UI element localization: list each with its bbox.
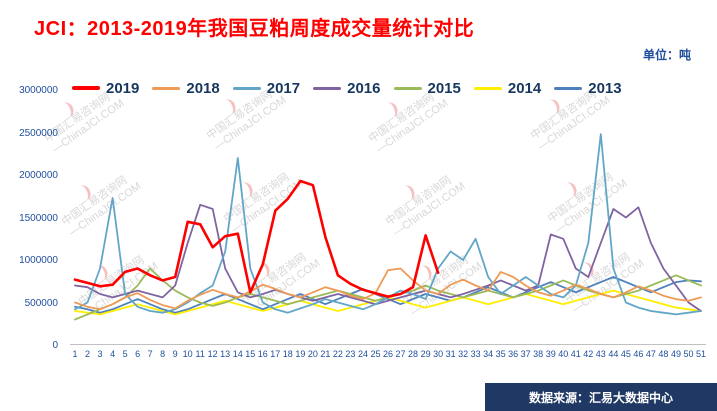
- plot-area: [70, 90, 706, 345]
- legend-label-2013: 2013: [588, 79, 622, 97]
- series-line-2018: [74, 267, 702, 311]
- y-axis-labels: 0 500000 1000000 1500000 2000000 2500000 30000…: [0, 85, 62, 351]
- x-tick-label: 25: [370, 349, 381, 359]
- x-tick-label: 36: [508, 349, 519, 359]
- x-tick-label: 8: [160, 349, 166, 359]
- x-tick-label: 3: [97, 349, 103, 359]
- legend-swatch-2015: [393, 86, 422, 90]
- y-tick-label: 2500000: [19, 128, 58, 139]
- x-tick-label: 43: [595, 349, 606, 359]
- legend-label-2018: 2018: [186, 79, 220, 97]
- x-tick-label: 7: [147, 349, 153, 359]
- x-tick-label: 35: [495, 349, 506, 359]
- legend-item-2019: 2019: [72, 80, 139, 97]
- x-tick-label: 51: [695, 349, 706, 359]
- legend-item-2015: 2015: [393, 79, 461, 97]
- x-tick-label: 30: [433, 349, 444, 359]
- x-tick-label: 19: [295, 349, 306, 359]
- legend-label-2017: 2017: [266, 79, 301, 97]
- x-tick-label: 50: [683, 349, 694, 359]
- x-tick-label: 2: [84, 349, 90, 359]
- x-tick-label: 39: [545, 349, 556, 359]
- x-tick-label: 24: [357, 349, 368, 359]
- unit-label: 单位：吨: [642, 48, 691, 62]
- y-tick-label: 3000000: [19, 85, 58, 96]
- x-tick-label: 16: [257, 349, 268, 359]
- legend-item-2018: 2018: [152, 79, 220, 97]
- x-tick-label: 10: [182, 349, 193, 359]
- data-source-label: 数据来源：汇易大数据中心: [528, 390, 673, 405]
- data-source-bar: 数据来源：汇易大数据中心: [485, 383, 717, 411]
- x-tick-label: 27: [395, 349, 406, 359]
- chart-title: JCI：2013-2019年我国豆粕周度成交量统计对比: [34, 18, 475, 40]
- legend-swatch-2018: [152, 86, 181, 90]
- x-tick-label: 44: [608, 349, 619, 359]
- series-line-2016: [74, 203, 702, 312]
- x-tick-label: 23: [345, 349, 356, 359]
- y-tick-label: 0: [52, 340, 58, 351]
- x-axis-labels: 1 2 3 4 5 6 7 8 9 10 11 12 13 14 15 16 17 18 19 20 21 22 23 24 2…: [70, 349, 710, 363]
- chart-legend: 2019 2018 2017 2016 2015 2014 2013: [72, 78, 708, 98]
- y-tick-label: 500000: [24, 298, 58, 309]
- x-tick-label: 45: [620, 349, 631, 359]
- x-tick-label: 6: [135, 349, 141, 359]
- x-tick-label: 12: [207, 349, 218, 359]
- x-tick-label: 11: [195, 349, 205, 359]
- x-tick-label: 33: [470, 349, 481, 359]
- x-tick-label: 9: [172, 349, 178, 359]
- x-tick-label: 48: [658, 349, 669, 359]
- legend-swatch-2014: [473, 86, 502, 90]
- x-tick-label: 34: [483, 349, 494, 359]
- legend-label-2019: 2019: [106, 79, 140, 97]
- x-tick-label: 4: [110, 349, 116, 359]
- legend-item-2017: 2017: [232, 79, 301, 97]
- legend-item-2013: 2013: [554, 79, 622, 97]
- x-tick-label: 41: [570, 349, 581, 359]
- x-tick-label: 38: [533, 349, 544, 359]
- legend-swatch-2013: [554, 86, 583, 90]
- x-tick-label: 20: [307, 349, 318, 359]
- legend-item-2014: 2014: [473, 79, 542, 97]
- x-tick-label: 14: [232, 349, 243, 359]
- x-tick-label: 32: [458, 349, 469, 359]
- line-chart-svg: [70, 133, 706, 345]
- x-tick-label: 46: [633, 349, 644, 359]
- legend-label-2016: 2016: [347, 79, 381, 97]
- legend-swatch-2019: [72, 86, 100, 90]
- y-tick-label: 1500000: [19, 213, 58, 224]
- series-line-2013: [74, 276, 702, 314]
- x-tick-label: 29: [420, 349, 431, 359]
- x-tick-label: 37: [520, 349, 531, 359]
- x-tick-label: 40: [558, 349, 569, 359]
- x-tick-label: 18: [282, 349, 293, 359]
- x-tick-label: 21: [320, 349, 331, 359]
- series-line-2019: [73, 179, 440, 298]
- x-tick-label: 49: [670, 349, 681, 359]
- x-tick-label: 31: [445, 349, 456, 359]
- x-tick-label: 1: [72, 349, 78, 359]
- x-tick-label: 17: [270, 349, 281, 359]
- x-tick-label: 15: [245, 349, 256, 359]
- legend-label-2015: 2015: [427, 79, 461, 97]
- legend-label-2014: 2014: [507, 79, 542, 97]
- x-tick-label: 47: [645, 349, 656, 359]
- legend-swatch-2016: [313, 86, 342, 90]
- x-tick-label: 28: [407, 349, 418, 359]
- y-tick-label: 2000000: [19, 170, 58, 181]
- x-tick-label: 26: [382, 349, 393, 359]
- x-tick-label: 22: [332, 349, 343, 359]
- legend-swatch-2017: [232, 86, 261, 90]
- y-tick-label: 1000000: [19, 255, 58, 266]
- x-tick-label: 5: [122, 349, 128, 359]
- x-tick-label: 13: [220, 349, 231, 359]
- legend-item-2016: 2016: [313, 79, 381, 97]
- x-tick-label: 42: [583, 349, 594, 359]
